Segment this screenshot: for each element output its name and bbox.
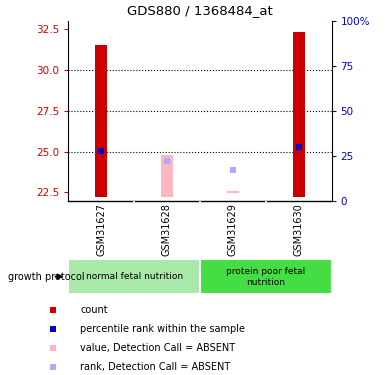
Bar: [200, 259, 332, 294]
Text: protein poor fetal
nutrition: protein poor fetal nutrition: [226, 267, 305, 286]
Text: count: count: [80, 305, 108, 315]
Text: normal fetal nutrition: normal fetal nutrition: [85, 272, 183, 281]
Text: rank, Detection Call = ABSENT: rank, Detection Call = ABSENT: [80, 362, 230, 372]
Text: GSM31629: GSM31629: [228, 203, 238, 256]
Bar: [68, 259, 200, 294]
Text: value, Detection Call = ABSENT: value, Detection Call = ABSENT: [80, 343, 235, 353]
Bar: [161, 155, 173, 197]
Text: growth protocol: growth protocol: [8, 272, 84, 282]
Text: percentile rank within the sample: percentile rank within the sample: [80, 324, 245, 334]
Title: GDS880 / 1368484_at: GDS880 / 1368484_at: [127, 4, 273, 16]
Text: GSM31627: GSM31627: [96, 203, 106, 256]
Bar: [227, 191, 239, 193]
Bar: [95, 45, 107, 197]
Text: GSM31628: GSM31628: [162, 203, 172, 256]
Bar: [292, 32, 305, 197]
Text: GSM31630: GSM31630: [294, 203, 303, 256]
